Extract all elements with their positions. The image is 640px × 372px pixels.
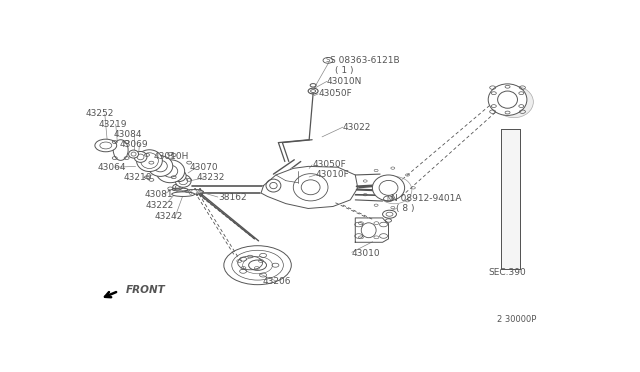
Text: 43022: 43022 [343, 123, 371, 132]
Text: 43081: 43081 [145, 190, 173, 199]
Ellipse shape [136, 150, 163, 171]
Text: 43064: 43064 [97, 163, 126, 172]
Text: 43210: 43210 [124, 173, 152, 182]
Text: 43252: 43252 [86, 109, 115, 118]
Polygon shape [355, 218, 388, 242]
Ellipse shape [504, 93, 524, 110]
Text: 43010F: 43010F [316, 170, 349, 179]
Text: 38162: 38162 [218, 193, 246, 202]
Text: N 08912-9401A: N 08912-9401A [392, 194, 462, 203]
Text: 43050F: 43050F [312, 160, 346, 169]
Text: 43050F: 43050F [318, 89, 352, 99]
Circle shape [95, 139, 116, 152]
Ellipse shape [134, 151, 147, 162]
Ellipse shape [185, 190, 204, 194]
Text: 43084: 43084 [114, 129, 142, 138]
Text: 43206: 43206 [262, 277, 291, 286]
Text: ( 8 ): ( 8 ) [396, 204, 415, 213]
Ellipse shape [172, 192, 195, 196]
Text: S 08363-6121B: S 08363-6121B [330, 56, 400, 65]
Ellipse shape [498, 91, 518, 108]
Polygon shape [261, 166, 358, 208]
Ellipse shape [148, 156, 173, 176]
Text: 43219: 43219 [99, 120, 127, 129]
Text: N: N [386, 196, 391, 202]
Ellipse shape [129, 150, 138, 158]
Ellipse shape [172, 188, 188, 191]
Text: 43010: 43010 [352, 248, 380, 258]
Text: S: S [326, 57, 330, 63]
Text: 43242: 43242 [154, 212, 182, 221]
Ellipse shape [495, 86, 533, 118]
Text: FRONT: FRONT [125, 285, 165, 295]
Text: 43069: 43069 [120, 140, 148, 149]
Text: 43222: 43222 [145, 201, 173, 209]
Bar [500, 129, 520, 269]
Text: SEC.390: SEC.390 [489, 268, 527, 277]
Text: 43232: 43232 [196, 173, 225, 182]
Text: 43010H: 43010H [154, 152, 189, 161]
Ellipse shape [175, 175, 191, 187]
Ellipse shape [172, 170, 186, 182]
Text: 2 30000P: 2 30000P [497, 315, 536, 324]
Bar [500, 129, 520, 269]
Text: 43010N: 43010N [327, 77, 362, 86]
Ellipse shape [372, 175, 404, 201]
Ellipse shape [113, 140, 128, 160]
Text: 43070: 43070 [189, 163, 218, 172]
Ellipse shape [156, 160, 185, 183]
Text: ( 1 ): ( 1 ) [335, 66, 354, 75]
Ellipse shape [488, 84, 527, 115]
